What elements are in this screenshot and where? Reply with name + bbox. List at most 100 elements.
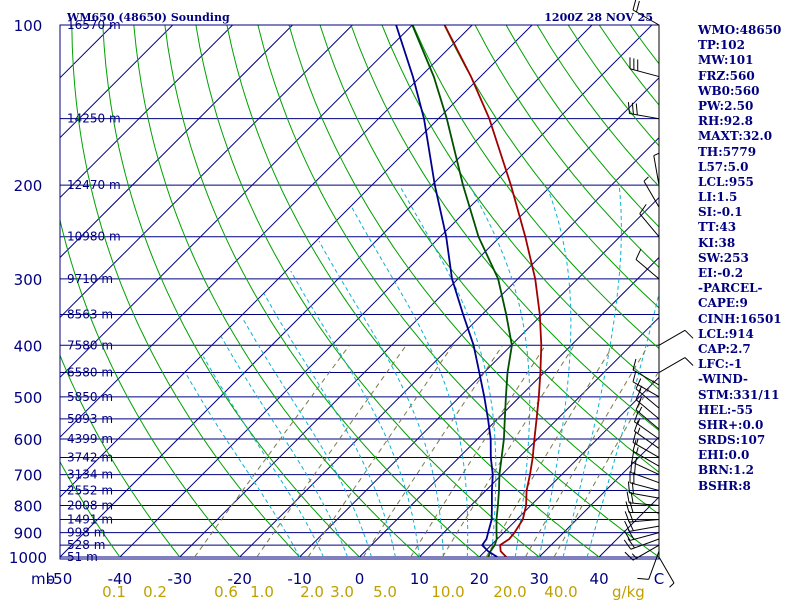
height-label: 5093 m	[67, 412, 113, 426]
wind-barb	[635, 248, 660, 280]
chart-title-right: 1200Z 28 NOV 25	[544, 11, 653, 24]
isotherm-line	[60, 25, 353, 319]
dry-adiabat-line	[164, 25, 480, 558]
wind-barb-staff	[639, 213, 660, 238]
mixing-ratio-line	[442, 345, 575, 558]
moist-adiabat-line	[184, 372, 301, 558]
sounding-index-item: LI:1.5	[698, 190, 738, 205]
sounding-index-item: STM:331/11	[698, 387, 780, 402]
sounding-index-item: KI:38	[698, 235, 736, 250]
wind-barb-staff	[632, 450, 660, 467]
temperature-tick-label: -20	[227, 570, 252, 588]
mixing-ratio-line	[194, 345, 350, 558]
wind-barb-flag	[635, 103, 638, 115]
sounding-index-item: FRZ:560	[698, 68, 755, 83]
wind-barb-staff	[658, 329, 686, 346]
height-label: 9710 m	[67, 272, 113, 286]
height-label: 12470 m	[67, 178, 121, 192]
profile-lines	[395, 25, 543, 558]
dry-adiabat-line	[412, 25, 659, 350]
wind-barb-flag	[624, 520, 630, 532]
isotherm-line	[60, 25, 593, 558]
wind-barb-flag	[637, 577, 649, 580]
wind-barb-staff	[658, 556, 675, 584]
wind-barb-flag	[635, 248, 642, 260]
wind-barb-flag	[630, 491, 634, 504]
wind-barb	[629, 471, 660, 492]
sounding-index-item: MAXT:32.0	[698, 129, 773, 144]
mixing-ratio-tick-label: 0.2	[143, 583, 167, 600]
wind-barb-half-flag	[669, 582, 675, 588]
wind-barb-staff	[629, 482, 660, 492]
mixing-ratio-tick-label: 1.0	[250, 583, 274, 600]
moist-adiabat-line	[241, 317, 372, 558]
sounding-index-item: EI:-0.2	[698, 266, 744, 280]
height-label: 8563 m	[67, 307, 113, 321]
plot-background	[60, 25, 659, 559]
dry-adiabat-line	[60, 353, 181, 558]
wind-barb	[635, 389, 660, 420]
wind-barb	[629, 57, 660, 78]
wind-barb-staff	[635, 409, 660, 430]
sounding-index-item: L57:5.0	[698, 159, 749, 174]
temperature-tick-label: 10	[410, 570, 429, 588]
wind-barb	[632, 370, 660, 398]
dry-adiabat-line	[288, 25, 659, 515]
wind-barb-staff	[632, 381, 660, 398]
x-axis-label-gkg: g/kg	[612, 583, 645, 600]
pressure-tick-label: 900	[14, 525, 43, 543]
wind-barb-staff	[629, 112, 660, 120]
wind-barb	[632, 431, 660, 458]
sounding-index-item: TH:5779	[698, 144, 757, 159]
wind-barb	[632, 358, 660, 386]
moist-adiabat-line	[318, 241, 444, 558]
isotherm-line	[60, 25, 413, 379]
wind-barb	[653, 152, 660, 186]
temperature-tick-label: -50	[48, 570, 73, 588]
wind-barb	[627, 102, 660, 120]
wind-barb-flag	[631, 450, 635, 462]
wind-barb-flag	[632, 358, 637, 371]
wind-barb	[624, 544, 660, 561]
isotherm-line	[60, 25, 174, 139]
wind-barb-flag	[639, 204, 647, 215]
moist-adiabat-line	[220, 336, 348, 558]
wind-barb	[658, 329, 694, 346]
isotherm-line	[60, 25, 233, 199]
wind-barb-staff	[630, 471, 660, 484]
dry-adiabat-line	[257, 25, 659, 558]
pressure-tick-label: 600	[14, 431, 43, 449]
mixing-ratio-line	[410, 345, 546, 558]
pressure-axis: 100 200 300 400 500 600 700 800 900 1000	[9, 17, 47, 567]
wind-barb	[630, 461, 660, 484]
sounding-index-item: PW:2.50	[698, 98, 754, 113]
dry-adiabat-line	[71, 25, 300, 558]
wind-barb-staff	[632, 544, 660, 561]
dry-adiabat-line	[474, 25, 659, 269]
wind-barb-flag	[635, 378, 642, 390]
wind-barb-staff	[631, 461, 660, 476]
wind-barb-staff	[632, 9, 660, 26]
sounding-index-item: SW:253	[698, 250, 749, 265]
isotherm-line	[538, 436, 659, 558]
isotherm-line	[60, 25, 473, 438]
sounding-index-item: SHR+:0.0	[698, 417, 764, 432]
temperature-axis: -50 -40 -30 -20 -10 0 10 20 30 40 C	[48, 570, 664, 588]
wind-barb-half-flag	[653, 152, 660, 157]
wind-barb-half-flag	[634, 457, 638, 464]
height-label: 5850 m	[67, 390, 113, 404]
wind-barb-flag	[625, 501, 630, 513]
temperature-tick-label: 0	[355, 570, 365, 588]
wind-barb	[637, 550, 660, 580]
sounding-index-item: BRN:1.2	[698, 463, 754, 478]
height-label: 16570 m	[67, 18, 121, 32]
pressure-tick-label: 300	[14, 271, 43, 289]
wind-barb-flag	[632, 370, 637, 382]
mixing-ratio-line	[362, 345, 504, 558]
wind-barb-staff	[629, 525, 660, 532]
wind-barb-flag	[684, 357, 694, 366]
height-label: 3134 m	[67, 468, 113, 482]
wind-barb-staff	[648, 550, 660, 580]
sounding-index-item: CINH:16501	[698, 311, 782, 326]
height-label: 3742 m	[67, 450, 113, 464]
